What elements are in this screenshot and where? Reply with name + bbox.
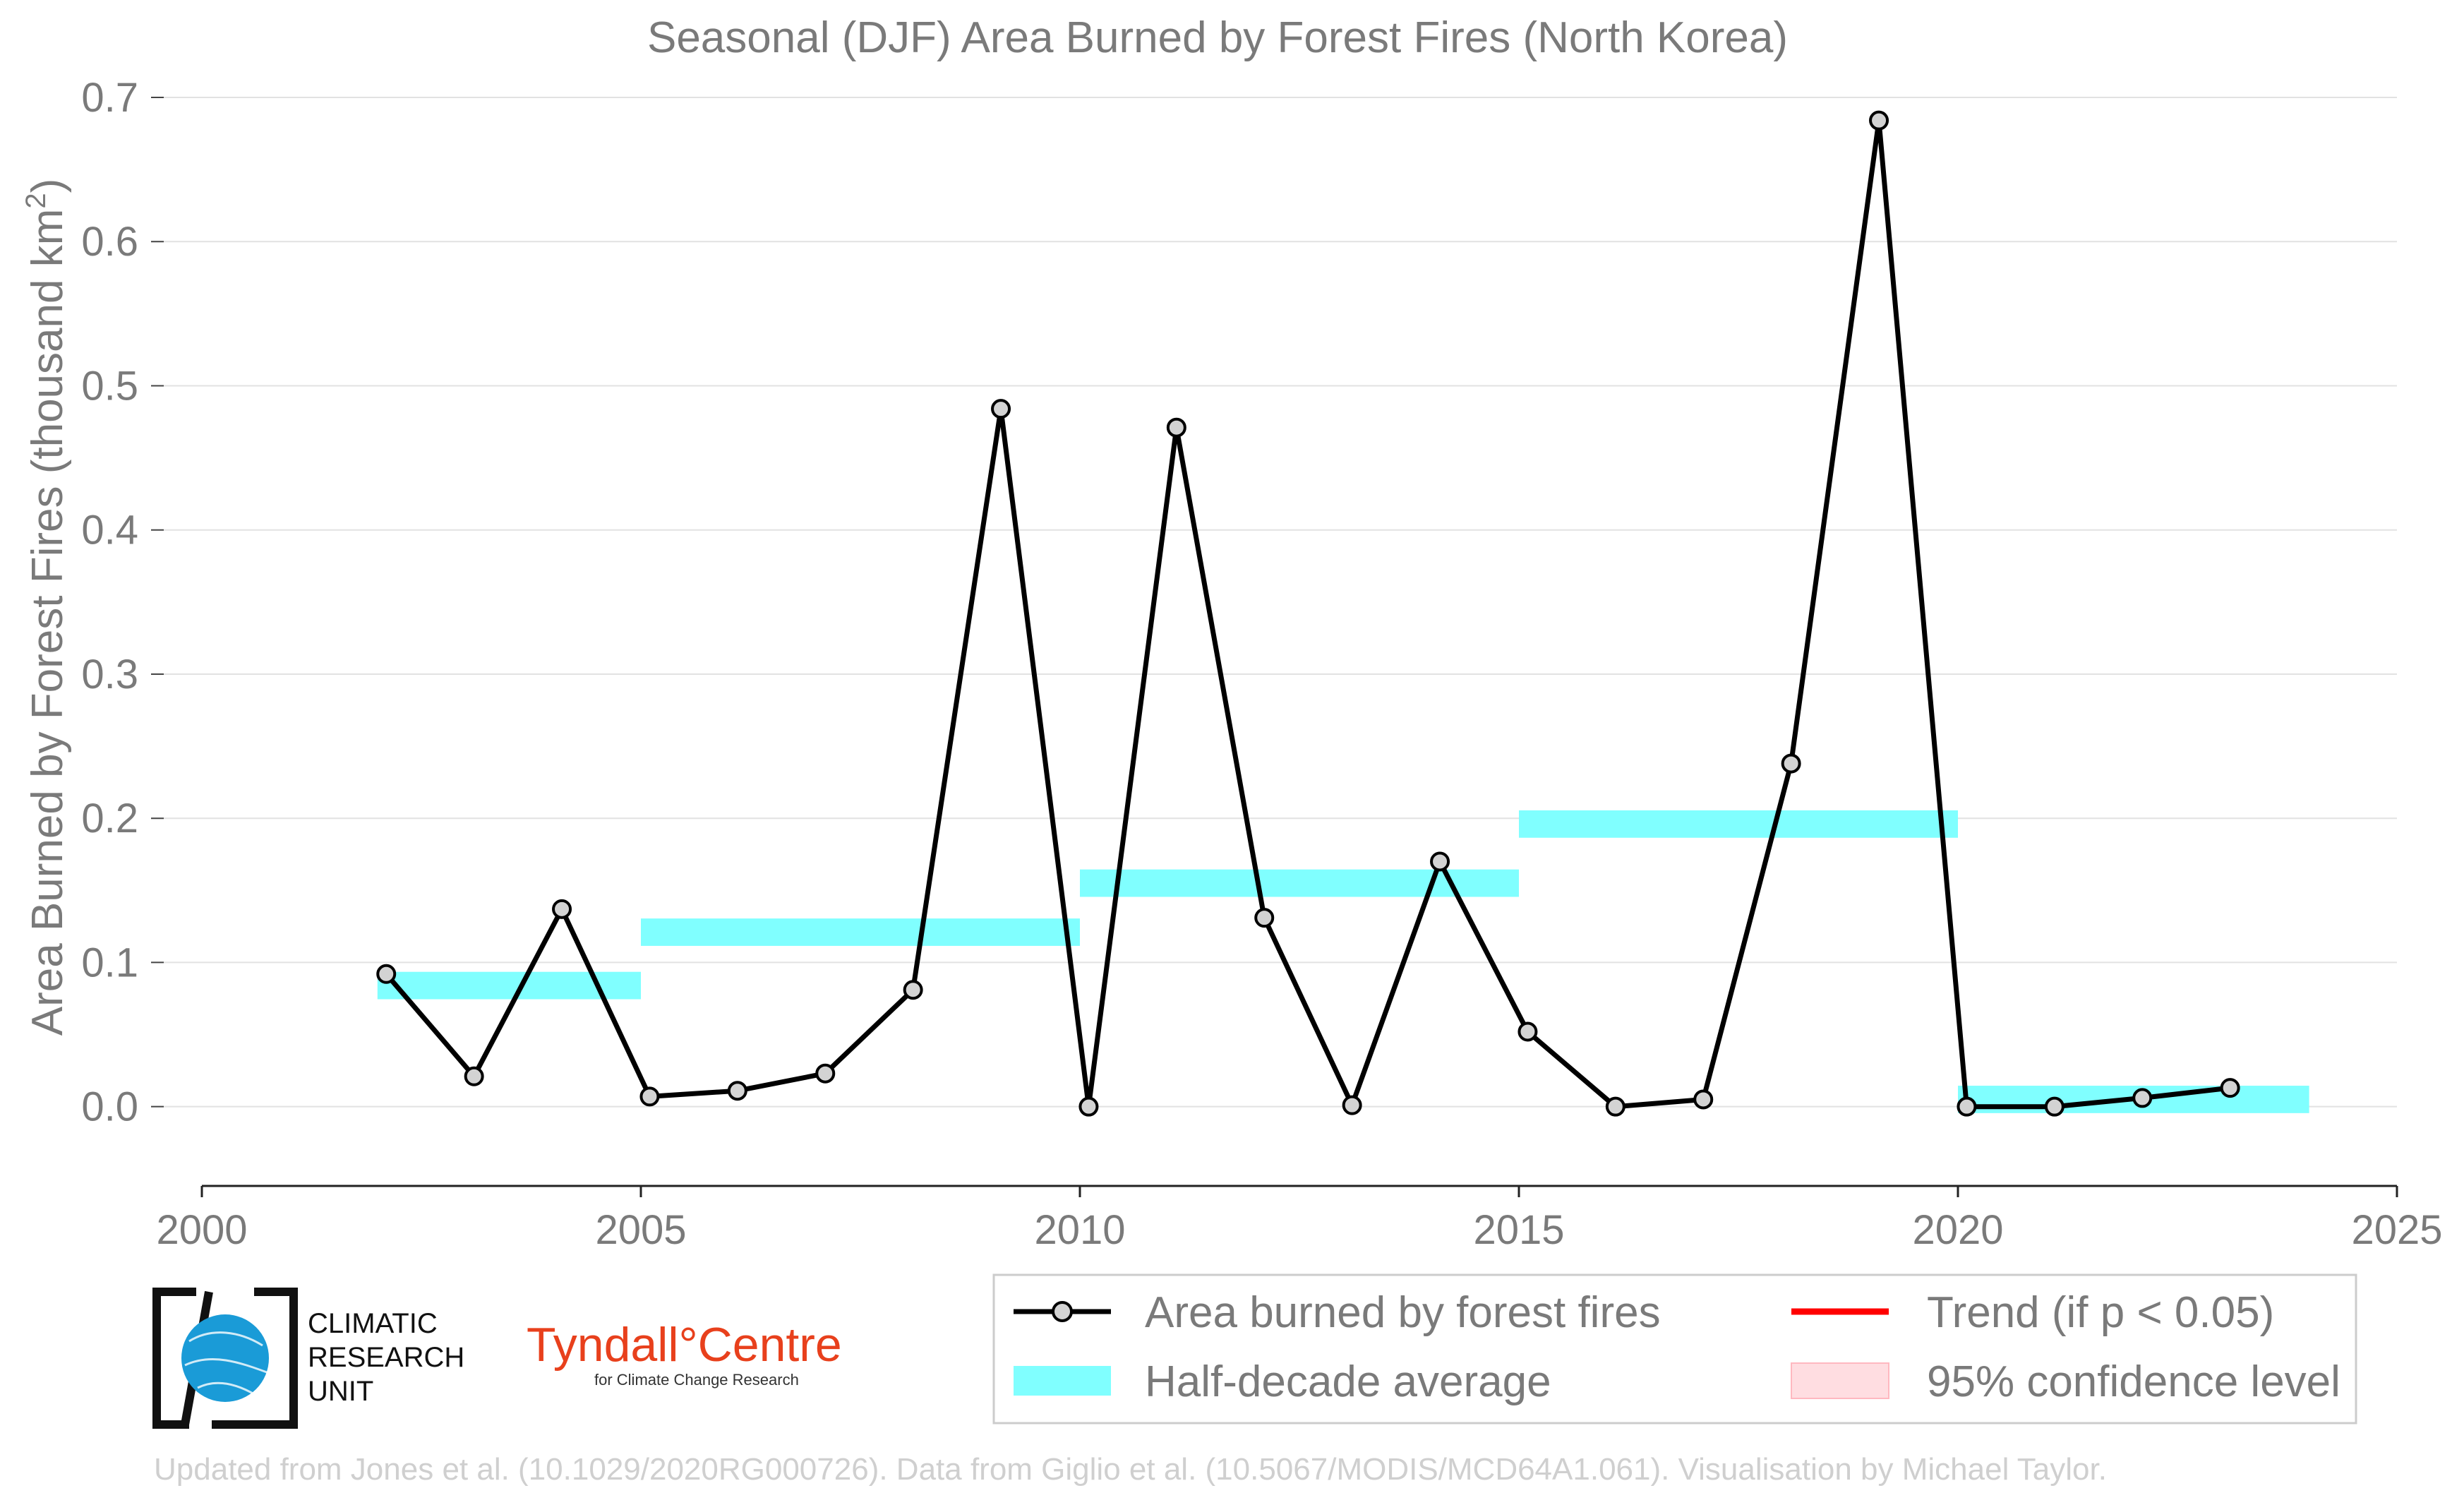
legend-label-trend: Trend (if p < 0.05) — [1927, 1288, 2274, 1337]
legend-item-confidence: 95% confidence level — [1791, 1357, 2340, 1406]
legend-label-half-decade: Half-decade average — [1145, 1357, 1551, 1406]
data-point-18 — [1957, 1096, 1977, 1117]
y-tick-label-7: 0.7 — [81, 75, 138, 121]
legend: Area burned by forest fires Trend (if p … — [992, 1273, 2357, 1425]
data-point-19 — [2044, 1096, 2065, 1117]
tyndall-tagline: for Climate Change Research — [594, 1371, 799, 1389]
data-point-4 — [727, 1081, 747, 1101]
y-axis-label: Area Burned by Forest Fires (thousand km… — [20, 179, 72, 1036]
data-point-3 — [639, 1086, 660, 1107]
cru-globe-contours — [184, 1331, 268, 1396]
data-point-10 — [1254, 908, 1275, 928]
x-axis: 2000 2005 2010 2015 2020 2025 — [156, 1185, 2443, 1253]
cru-bracket-right — [212, 1288, 298, 1429]
data-point-14 — [1605, 1096, 1625, 1117]
legend-frame — [992, 1273, 2357, 1425]
cru-line-1: CLIMATIC — [308, 1308, 438, 1339]
legend-item-half-decade: Half-decade average — [1014, 1357, 1551, 1406]
y-axis-label-main: Area Burned by Forest Fires (thousand km — [23, 209, 72, 1036]
data-point-13 — [1518, 1021, 1538, 1042]
legend-item-trend: Trend (if p < 0.05) — [1791, 1288, 2274, 1337]
data-point-9 — [1166, 417, 1186, 438]
y-tick-label-4: 0.4 — [81, 508, 138, 553]
data-point-6 — [903, 980, 923, 1000]
legend-confidence-swatch — [1791, 1362, 1889, 1399]
x-tick-label-0: 2000 — [156, 1207, 247, 1253]
cru-logo: CLIMATIC RESEARCH UNIT — [152, 1288, 464, 1429]
data-point-0 — [376, 964, 397, 984]
series-line-0 — [384, 118, 2230, 1110]
x-tick-label-5: 2025 — [2351, 1207, 2442, 1253]
credit-line: Updated from Jones et al. (10.1029/2020R… — [154, 1452, 2107, 1487]
y-tick-label-5: 0.5 — [81, 363, 138, 409]
y-tick-label-0: 0.0 — [81, 1084, 138, 1130]
data-point-8 — [1078, 1096, 1099, 1117]
legend-item-area-burned: Area burned by forest fires — [1014, 1288, 1661, 1337]
data-point-20 — [2132, 1088, 2153, 1108]
cru-line-2: RESEARCH — [308, 1342, 464, 1373]
area-burned-series — [376, 110, 2240, 1117]
legend-label-area-burned: Area burned by forest fires — [1145, 1288, 1661, 1337]
half-decade-band-3 — [1519, 810, 1958, 838]
cru-globe-icon — [181, 1314, 269, 1402]
data-point-5 — [815, 1063, 836, 1084]
data-point-21 — [2220, 1078, 2240, 1098]
data-point-1 — [464, 1066, 484, 1086]
data-point-16 — [1781, 753, 1801, 774]
half-decade-average-bands — [377, 810, 2309, 1113]
cru-line-3: UNIT — [308, 1376, 373, 1407]
data-point-17 — [1869, 110, 1889, 131]
tyndall-logo: Tyndall°Centre for Climate Change Resear… — [527, 1318, 842, 1389]
half-decade-band-1 — [641, 918, 1080, 946]
y-axis-ticks: 0.0 0.1 0.2 0.3 0.4 0.5 0.6 0.7 — [81, 75, 164, 1130]
data-point-11 — [1342, 1095, 1362, 1115]
y-axis-label-sup: 2 — [20, 193, 52, 208]
chart-title: Seasonal (DJF) Area Burned by Forest Fir… — [647, 13, 1788, 62]
legend-marker-swatch — [1052, 1301, 1073, 1322]
tyndall-wordmark: Tyndall°Centre — [527, 1318, 842, 1372]
data-point-12 — [1430, 851, 1450, 872]
x-tick-label-2: 2010 — [1034, 1207, 1125, 1253]
y-tick-label-1: 0.1 — [81, 940, 138, 985]
data-point-15 — [1693, 1089, 1714, 1110]
x-tick-label-3: 2015 — [1473, 1207, 1564, 1253]
data-point-7 — [991, 399, 1011, 419]
y-tick-label-3: 0.3 — [81, 652, 138, 697]
cru-bracket-left — [152, 1288, 196, 1429]
y-tick-label-6: 0.6 — [81, 219, 138, 265]
y-axis-label-close: ) — [23, 179, 72, 193]
y-tick-label-2: 0.2 — [81, 796, 138, 841]
legend-band-swatch — [1014, 1366, 1111, 1396]
legend-label-confidence: 95% confidence level — [1927, 1357, 2340, 1406]
data-point-2 — [552, 899, 572, 919]
x-tick-label-1: 2005 — [595, 1207, 686, 1253]
x-tick-label-4: 2020 — [1912, 1207, 2003, 1253]
